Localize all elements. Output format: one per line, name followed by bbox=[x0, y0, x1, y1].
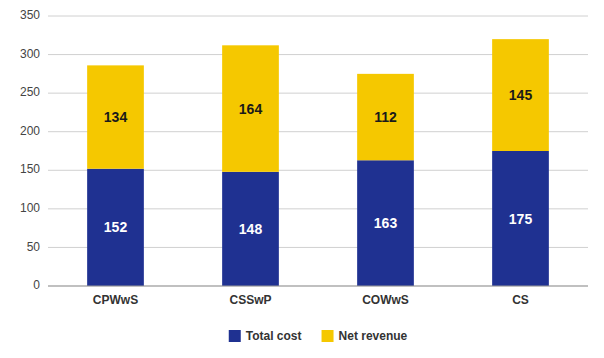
bar bbox=[222, 45, 279, 172]
bars bbox=[87, 39, 549, 286]
y-tick-label: 0 bbox=[33, 278, 40, 292]
legend-swatch bbox=[322, 330, 334, 342]
data-label: 152 bbox=[104, 219, 128, 235]
bar bbox=[87, 65, 144, 168]
x-axis-line bbox=[48, 286, 588, 287]
bar bbox=[492, 151, 549, 286]
bar bbox=[87, 169, 144, 286]
x-tick-label: CS bbox=[512, 293, 529, 307]
y-tick-label: 50 bbox=[27, 240, 41, 254]
y-tick-label: 200 bbox=[20, 124, 40, 138]
bar bbox=[222, 172, 279, 286]
legend-item: Net revenue bbox=[322, 329, 408, 343]
data-label: 112 bbox=[374, 109, 397, 125]
chart: 0 50 100 150 200 250 300 350 152 148 163 175 134 164 1… bbox=[0, 0, 604, 358]
legend-swatch bbox=[229, 330, 241, 342]
legend-item: Total cost bbox=[229, 329, 302, 343]
data-label: 163 bbox=[374, 215, 398, 231]
y-tick-label: 350 bbox=[20, 8, 40, 22]
legend-label: Total cost bbox=[246, 329, 302, 343]
grid-line bbox=[48, 16, 588, 17]
legend: Total cost Net revenue bbox=[229, 329, 408, 343]
x-tick-label: CSSwP bbox=[229, 293, 271, 307]
x-tick-label: CPWwS bbox=[93, 293, 138, 307]
grid-line bbox=[48, 286, 588, 287]
y-tick-label: 250 bbox=[20, 85, 40, 99]
data-label: 148 bbox=[239, 221, 263, 237]
legend-label: Net revenue bbox=[339, 329, 408, 343]
bar bbox=[357, 160, 414, 286]
y-tick-label: 300 bbox=[20, 47, 40, 61]
data-label: 175 bbox=[509, 211, 533, 227]
data-label: 164 bbox=[239, 101, 263, 117]
x-tick-label: COWwS bbox=[362, 293, 409, 307]
y-tick-label: 150 bbox=[20, 162, 40, 176]
y-tick-label: 100 bbox=[20, 201, 40, 215]
data-label: 145 bbox=[509, 87, 533, 103]
grid bbox=[48, 16, 588, 286]
bar bbox=[357, 74, 414, 160]
data-label: 134 bbox=[104, 109, 128, 125]
bar bbox=[492, 39, 549, 151]
